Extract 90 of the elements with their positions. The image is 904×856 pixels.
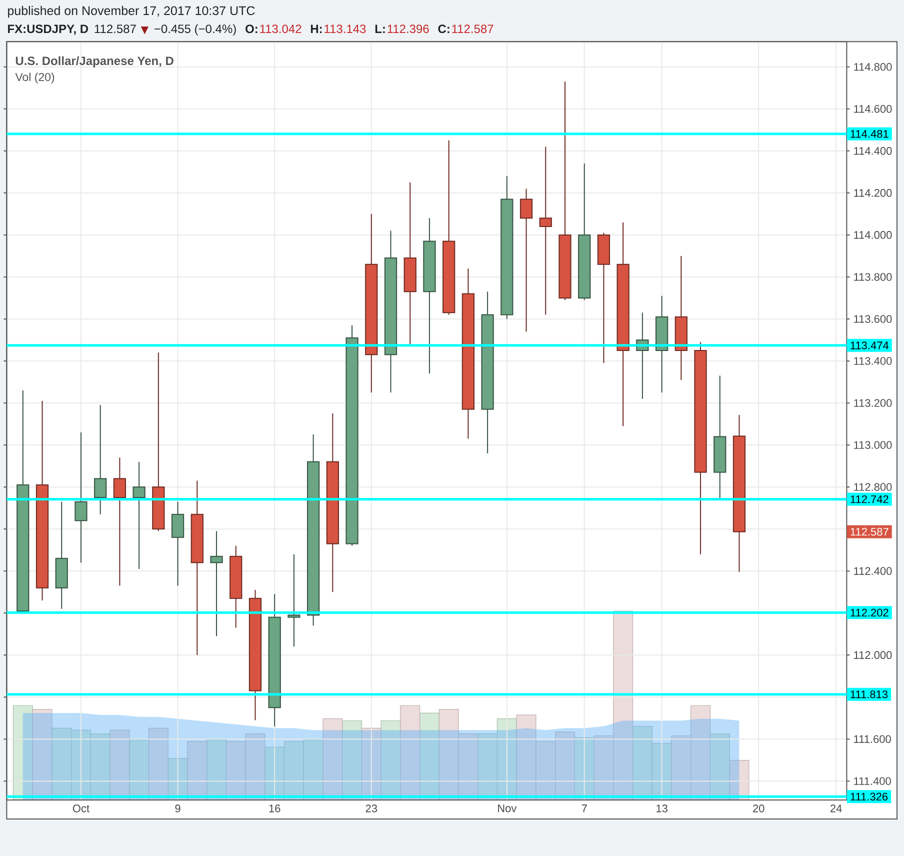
ref-line-label: 111.813 [850,690,888,698]
candlestick [714,375,726,500]
x-tick-label: 7 [582,804,587,812]
x-tick-label: 16 [269,804,280,812]
candlestick [732,414,746,572]
text: 112.587 [94,24,136,34]
candlestick [365,213,378,393]
text: 112.396 [388,24,429,34]
candlestick [55,501,68,610]
candlestick [655,295,668,393]
x-tick-label: 24 [830,804,842,812]
x-tick-label: Nov [498,804,517,812]
candlestick [674,255,688,380]
y2-tick-label: 111.400 [854,777,891,785]
ref-line-label: 111.326 [850,792,888,801]
y2-tick-label: 114.000 [854,231,892,239]
text: ▼ [140,26,149,34]
text: −0.455 (−0.4%) [154,24,236,36]
candlestick [616,222,630,427]
candlestick [500,176,514,320]
candlestick [132,461,146,570]
x-tick-label: 20 [753,804,764,812]
y2-tick-label: 113.200 [854,399,892,407]
candlestick [306,434,320,626]
text: C: [438,24,450,34]
bar [187,741,208,800]
bar [32,708,52,800]
text: 113.042 [260,24,302,34]
text: Vol (20) [15,72,54,84]
candlestick [74,432,88,564]
bar [110,730,130,800]
candlestick [539,146,552,316]
x-tick-label: 13 [656,804,668,812]
y2-tick-label: 114.400 [854,147,892,155]
chart-subtitle: published on November 17, 2017 10:37 UTC [8,6,255,18]
y2-tick-label: 112.400 [854,567,892,575]
candlestick [326,412,339,593]
y2-tick-label: 114.200 [854,189,892,197]
x-tick-label: 9 [175,804,180,812]
bar [419,712,440,800]
bar [12,705,33,800]
bar [322,718,343,800]
candlestick [481,291,494,454]
text: O: [246,24,258,34]
candlestick [268,594,281,727]
candlestick [94,404,107,515]
candlestick [210,530,223,637]
candlestick [248,589,262,721]
text: L: [375,24,385,33]
text: 112.587 [850,528,888,536]
ref-line-label: 112.742 [850,495,888,504]
candlestick [36,400,49,601]
y2-tick-label: 113.600 [854,315,892,323]
candlestick [230,545,242,628]
candlestick [442,140,456,316]
text: FX:USDJPY, D [8,24,88,35]
candlestick [346,324,358,546]
chart-title: U.S. Dollar/Japanese Yen, D [16,56,174,68]
y2-tick-label: 112.000 [854,651,892,659]
y2-tick-label: 112.800 [854,483,892,491]
candlestick [462,268,474,440]
ref-line-label: 114.481 [850,130,888,138]
bar [729,760,750,800]
candlestick [190,480,204,656]
ref-line-label: 113.474 [850,342,889,350]
y2-tick-label: 113.400 [854,357,892,365]
bar [400,705,420,800]
y2-tick-label: 111.600 [854,735,891,743]
candlestick [288,554,300,648]
candlestick [558,81,572,301]
candlestick [423,218,436,374]
text: H: [310,24,322,33]
bar [148,728,168,800]
ref-line-label: 112.202 [850,608,888,617]
y2-tick-label: 114.800 [854,63,892,71]
text: 113.143 [324,24,366,34]
y2-tick-label: 113.800 [854,273,892,281]
candlestick [404,182,416,347]
candlestick [152,352,165,532]
x-tick-label: 23 [366,804,378,812]
x-tick-label: Oct [72,804,90,812]
candlestick [113,457,126,586]
candlestick [578,163,591,301]
candlestick [597,232,610,364]
text: 112.587 [452,24,494,34]
y2-tick-label: 113.000 [854,441,892,449]
y2-tick-label: 114.600 [854,105,892,113]
candlestick [520,188,533,332]
candlestick [384,230,398,393]
candlestick [171,501,184,586]
